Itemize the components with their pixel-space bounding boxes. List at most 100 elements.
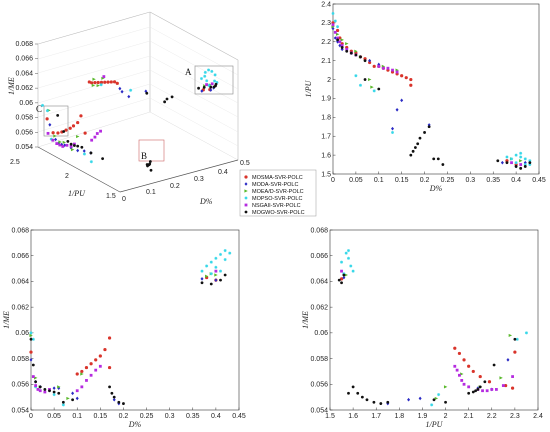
data-point [207,83,211,87]
data-point [436,157,440,161]
data-point [453,364,457,368]
data-point [200,277,204,281]
panel-bottom-left: 0 0.05 0.1 0.15 0.2 0.25 0.3 0.35 0.4 0.45 0.054 0.… [2,227,246,429]
data-point [354,49,358,53]
data-point [209,272,213,276]
data-point [386,66,390,70]
data-point [84,365,89,370]
x-tick: 0.15 [94,413,108,420]
y3d-tick: 0.2 [170,183,180,190]
data-point [386,400,390,404]
y-tick: 0.068 [11,227,29,234]
data-point [75,396,79,401]
y-axis-label: 1/ME [2,311,11,329]
x-tick: 2 [444,413,448,420]
data-point [214,269,218,273]
data-point [89,362,93,366]
data-point [103,347,107,352]
data-point [349,264,353,268]
data-point [340,281,343,285]
data-point [458,373,461,377]
x-tick: 0.1 [374,177,384,184]
data-point [149,168,153,172]
y-tick: 0.062 [11,304,29,311]
data-point [199,77,203,81]
data-point [523,165,527,168]
panel-3d: 0.0540.0560.0580.060.0620.0640.0660.068 … [7,11,250,206]
data-point [107,365,112,370]
x3d-axis-label: 1/PU [68,189,86,198]
data-point [501,384,505,387]
z-tick: 0.062 [15,85,33,92]
data-point [523,163,527,167]
data-point [203,70,207,74]
data-point [331,11,335,15]
y-tick: 1.6 [321,152,331,159]
series [336,38,532,170]
z-tick: 0.054 [15,144,33,151]
x3d-tick: 2 [65,173,69,180]
data-point [29,337,33,341]
data-point [62,130,66,133]
data-point [481,389,484,393]
data-point [54,137,58,142]
y3d-tick: 0 [122,196,126,203]
data-point [381,66,385,70]
data-point [79,114,83,118]
annotation-a: A [185,67,192,77]
y3d-tick: 0.3 [194,176,204,183]
data-point [118,86,122,91]
series [331,25,523,163]
data-point [514,161,518,165]
data-point [71,398,74,402]
data-point [510,161,513,165]
data-point [55,142,59,145]
data-point [492,363,496,367]
data-point [43,390,47,394]
y-tick: 0.054 [11,407,29,414]
data-point [53,134,57,138]
data-point [338,43,342,48]
data-point [107,336,112,340]
data-point [209,282,213,286]
data-point [244,182,248,186]
data-point [115,81,119,85]
x-tick: 0.3 [165,413,175,420]
data-point [462,382,466,386]
data-point [31,337,35,341]
data-point [358,83,362,87]
data-point [354,74,358,78]
data-point [368,58,372,63]
data-point [101,76,105,80]
data-point [495,388,498,391]
x-tick: 0.4 [211,413,221,420]
data-point [57,391,61,395]
data-point [342,273,346,277]
x-tick: 1.8 [394,413,404,420]
data-point [354,53,358,57]
data-point [66,396,70,401]
data-point [29,358,33,362]
data-point [336,39,340,44]
data-point [344,251,348,255]
data-point [203,74,207,78]
data-point [339,277,344,281]
data-point [99,83,103,87]
data-point [207,68,211,72]
data-point [395,107,399,112]
data-point [474,389,477,393]
series [339,277,517,390]
data-point [349,51,353,55]
data-point [471,390,475,394]
region-box-a [194,65,234,95]
data-point [93,135,97,139]
plot-frame [30,229,240,411]
data-point [505,161,509,165]
series [340,249,528,407]
data-point [205,83,208,86]
data-point [519,155,523,159]
annotation-c: C [36,104,42,114]
data-point [31,375,35,378]
panel-bottom-right: 1.5 1.6 1.7 1.8 1.9 2 2.1 2.2 2.3 2.4 0.054 0.056 0.… [301,227,543,429]
data-point [372,400,376,404]
